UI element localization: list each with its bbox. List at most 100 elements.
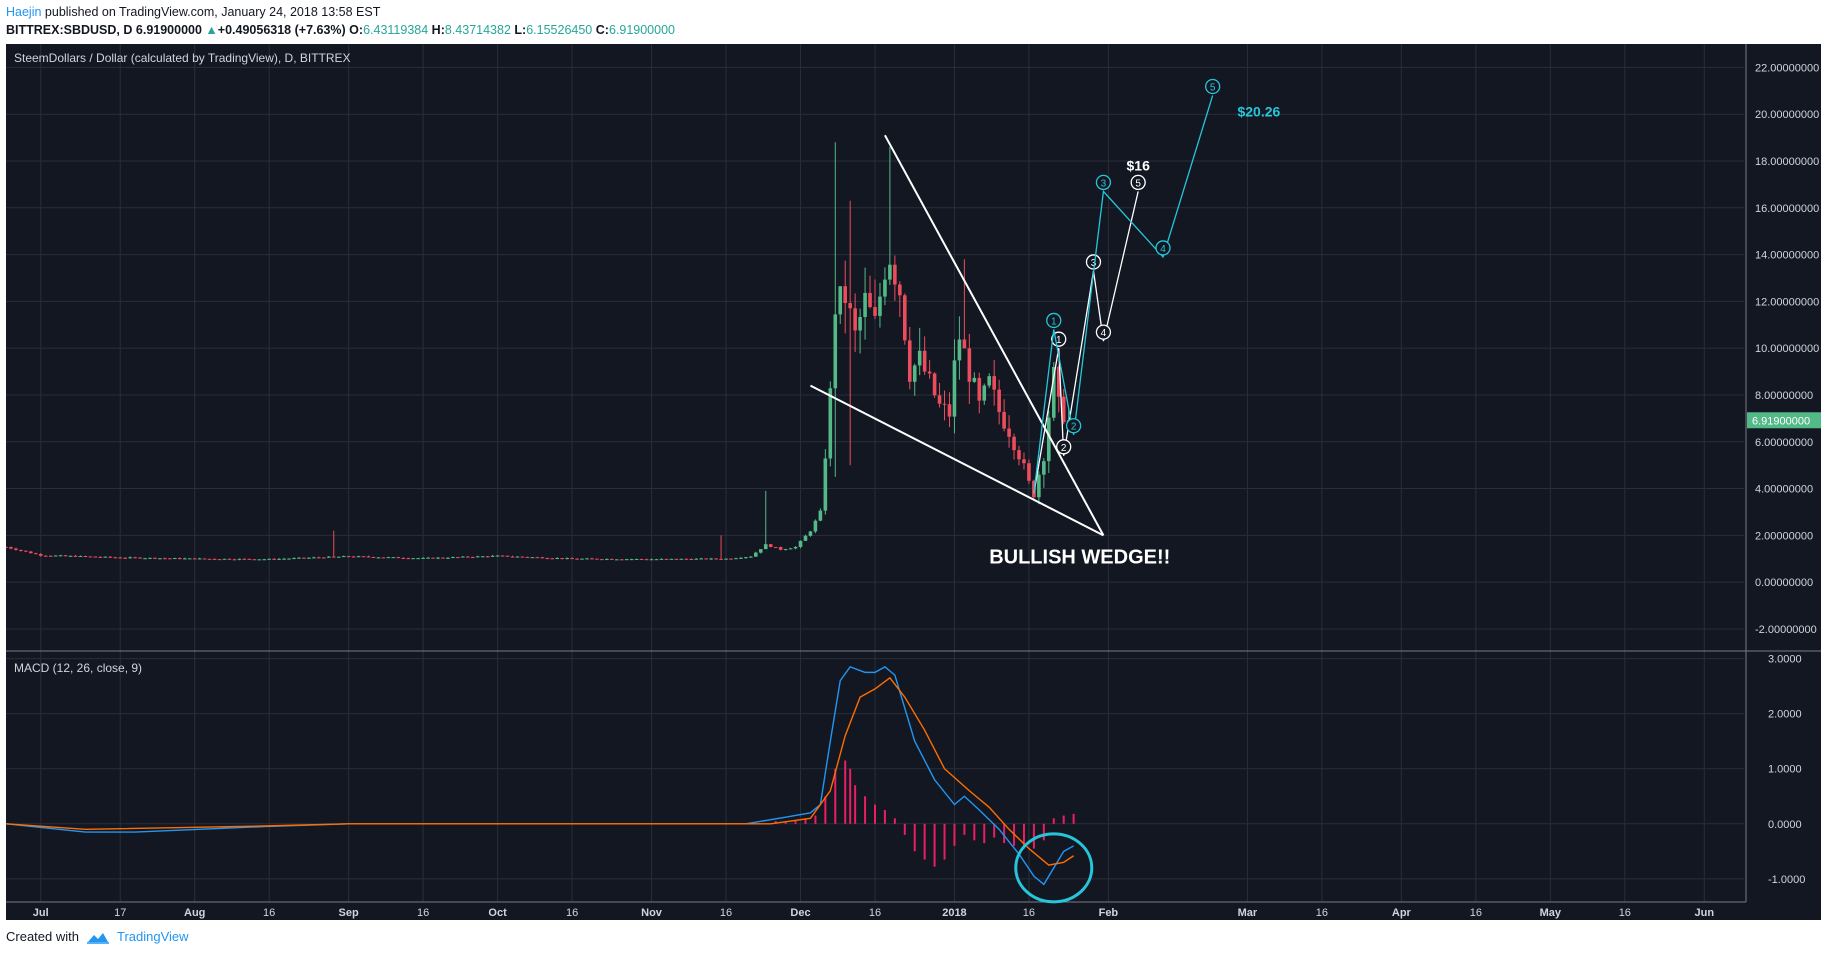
candle-body — [858, 316, 862, 331]
wedge-upper-line — [884, 134, 1105, 536]
white-wave-label: 3 — [1091, 258, 1097, 269]
candle-body — [212, 558, 217, 560]
publish-line: Haejin published on TradingView.com, Jan… — [6, 3, 675, 21]
candle-body — [937, 395, 942, 404]
candle-body — [421, 557, 425, 559]
candle-body — [441, 557, 445, 559]
candle-body — [386, 557, 391, 559]
chart-title: SteemDollars / Dollar (calculated by Tra… — [14, 51, 351, 65]
candle-body — [138, 557, 142, 559]
candle-body — [361, 556, 366, 558]
candle-body — [470, 557, 475, 559]
candle-body — [704, 558, 708, 560]
candle-body — [356, 556, 361, 558]
candle-body — [967, 348, 972, 382]
cyan-wave-marker — [1065, 418, 1082, 434]
cyan-wave-label: 2 — [1071, 422, 1077, 433]
candle-body — [93, 556, 98, 558]
candle-body — [500, 555, 505, 557]
candle-body — [133, 557, 137, 559]
candle-body — [322, 557, 326, 559]
candle-body — [43, 555, 48, 557]
candle-body — [406, 558, 411, 560]
candle-body — [217, 559, 222, 561]
white-wave-label: 4 — [1101, 328, 1107, 339]
chart-background — [6, 44, 1821, 920]
x-tick-label: 16 — [263, 907, 275, 919]
candle-body — [729, 558, 733, 560]
candle-body — [182, 558, 187, 560]
candle-body — [739, 557, 743, 559]
low-label: L: — [514, 23, 527, 37]
candle-body — [148, 557, 152, 559]
candle-body — [595, 558, 599, 560]
chart-svg[interactable]: 22.0000000020.0000000018.0000000016.0000… — [6, 44, 1821, 920]
tradingview-logo-icon[interactable] — [86, 930, 109, 944]
candle-body — [63, 555, 68, 557]
candle-body — [346, 556, 351, 558]
candle-body — [853, 308, 857, 331]
candle-body — [78, 556, 83, 558]
y-tick-label: -2.00000000 — [1755, 624, 1817, 636]
x-tick-label: 16 — [1316, 907, 1328, 919]
candle-body — [992, 376, 996, 390]
candle-body — [19, 549, 23, 551]
candle-body — [654, 559, 659, 561]
candle-body — [6, 547, 8, 549]
candle-body — [257, 559, 262, 561]
candle-body — [689, 559, 694, 561]
candle-body — [451, 557, 455, 559]
candle-body — [73, 555, 78, 557]
candle-body — [272, 558, 276, 560]
candle-body — [103, 556, 108, 558]
candle-body — [14, 548, 18, 550]
tradingview-link[interactable]: TradingView — [116, 929, 189, 944]
candle-body — [197, 558, 202, 560]
candle-body — [560, 558, 564, 560]
candle-body — [202, 558, 207, 560]
candle-body — [252, 559, 257, 561]
candle-body — [788, 548, 793, 550]
candle-body — [639, 558, 644, 560]
macd-title: MACD (12, 26, close, 9) — [14, 661, 142, 675]
candle-body — [113, 557, 118, 559]
chart-header: Haejin published on TradingView.com, Jan… — [6, 3, 675, 39]
author-link[interactable]: Haejin — [6, 5, 42, 19]
cyan-wave-label: 1 — [1051, 316, 1057, 327]
candle-body — [1007, 428, 1011, 437]
candle-body — [351, 556, 356, 558]
publish-info: published on TradingView.com, January 24… — [44, 5, 381, 19]
candle-body — [818, 510, 823, 521]
x-tick-label: Apr — [1392, 907, 1412, 919]
candle-body — [510, 556, 515, 558]
candle-body — [605, 558, 609, 560]
cyan-wave-marker — [1205, 78, 1221, 95]
candle-body — [977, 377, 982, 401]
candle-body — [699, 558, 703, 560]
candle-body — [168, 558, 172, 560]
candle-body — [614, 559, 619, 561]
candle-body — [33, 553, 38, 555]
candle-body — [902, 295, 907, 341]
candle-body — [813, 520, 818, 532]
candle-body — [475, 556, 480, 558]
x-tick-label: Aug — [184, 907, 205, 919]
white-wave-marker — [1095, 324, 1112, 340]
ohlc-line: BITTREX:SBDUSD, D 6.91900000 ▲+0.4905631… — [6, 21, 675, 39]
candle-body — [1056, 367, 1061, 397]
candle-body — [232, 559, 237, 561]
x-tick-label: Sep — [339, 907, 359, 919]
candle-body — [331, 556, 336, 558]
candle-body — [768, 544, 773, 547]
candle-body — [416, 558, 420, 560]
cyan-wave-marker — [1155, 240, 1171, 256]
candle-body — [674, 558, 679, 560]
candle-body — [907, 340, 912, 382]
chart-area[interactable]: 22.00000000 20.00000000 18.00000000 16.0000… — [6, 44, 1821, 920]
x-tick-label: 16 — [720, 907, 732, 919]
candle-body — [664, 558, 669, 560]
x-tick-label: 16 — [417, 907, 429, 919]
white-target-label: $16 — [1127, 157, 1151, 173]
y-tick-label: 0.00000000 — [1755, 577, 1813, 589]
candle-body — [520, 556, 525, 558]
